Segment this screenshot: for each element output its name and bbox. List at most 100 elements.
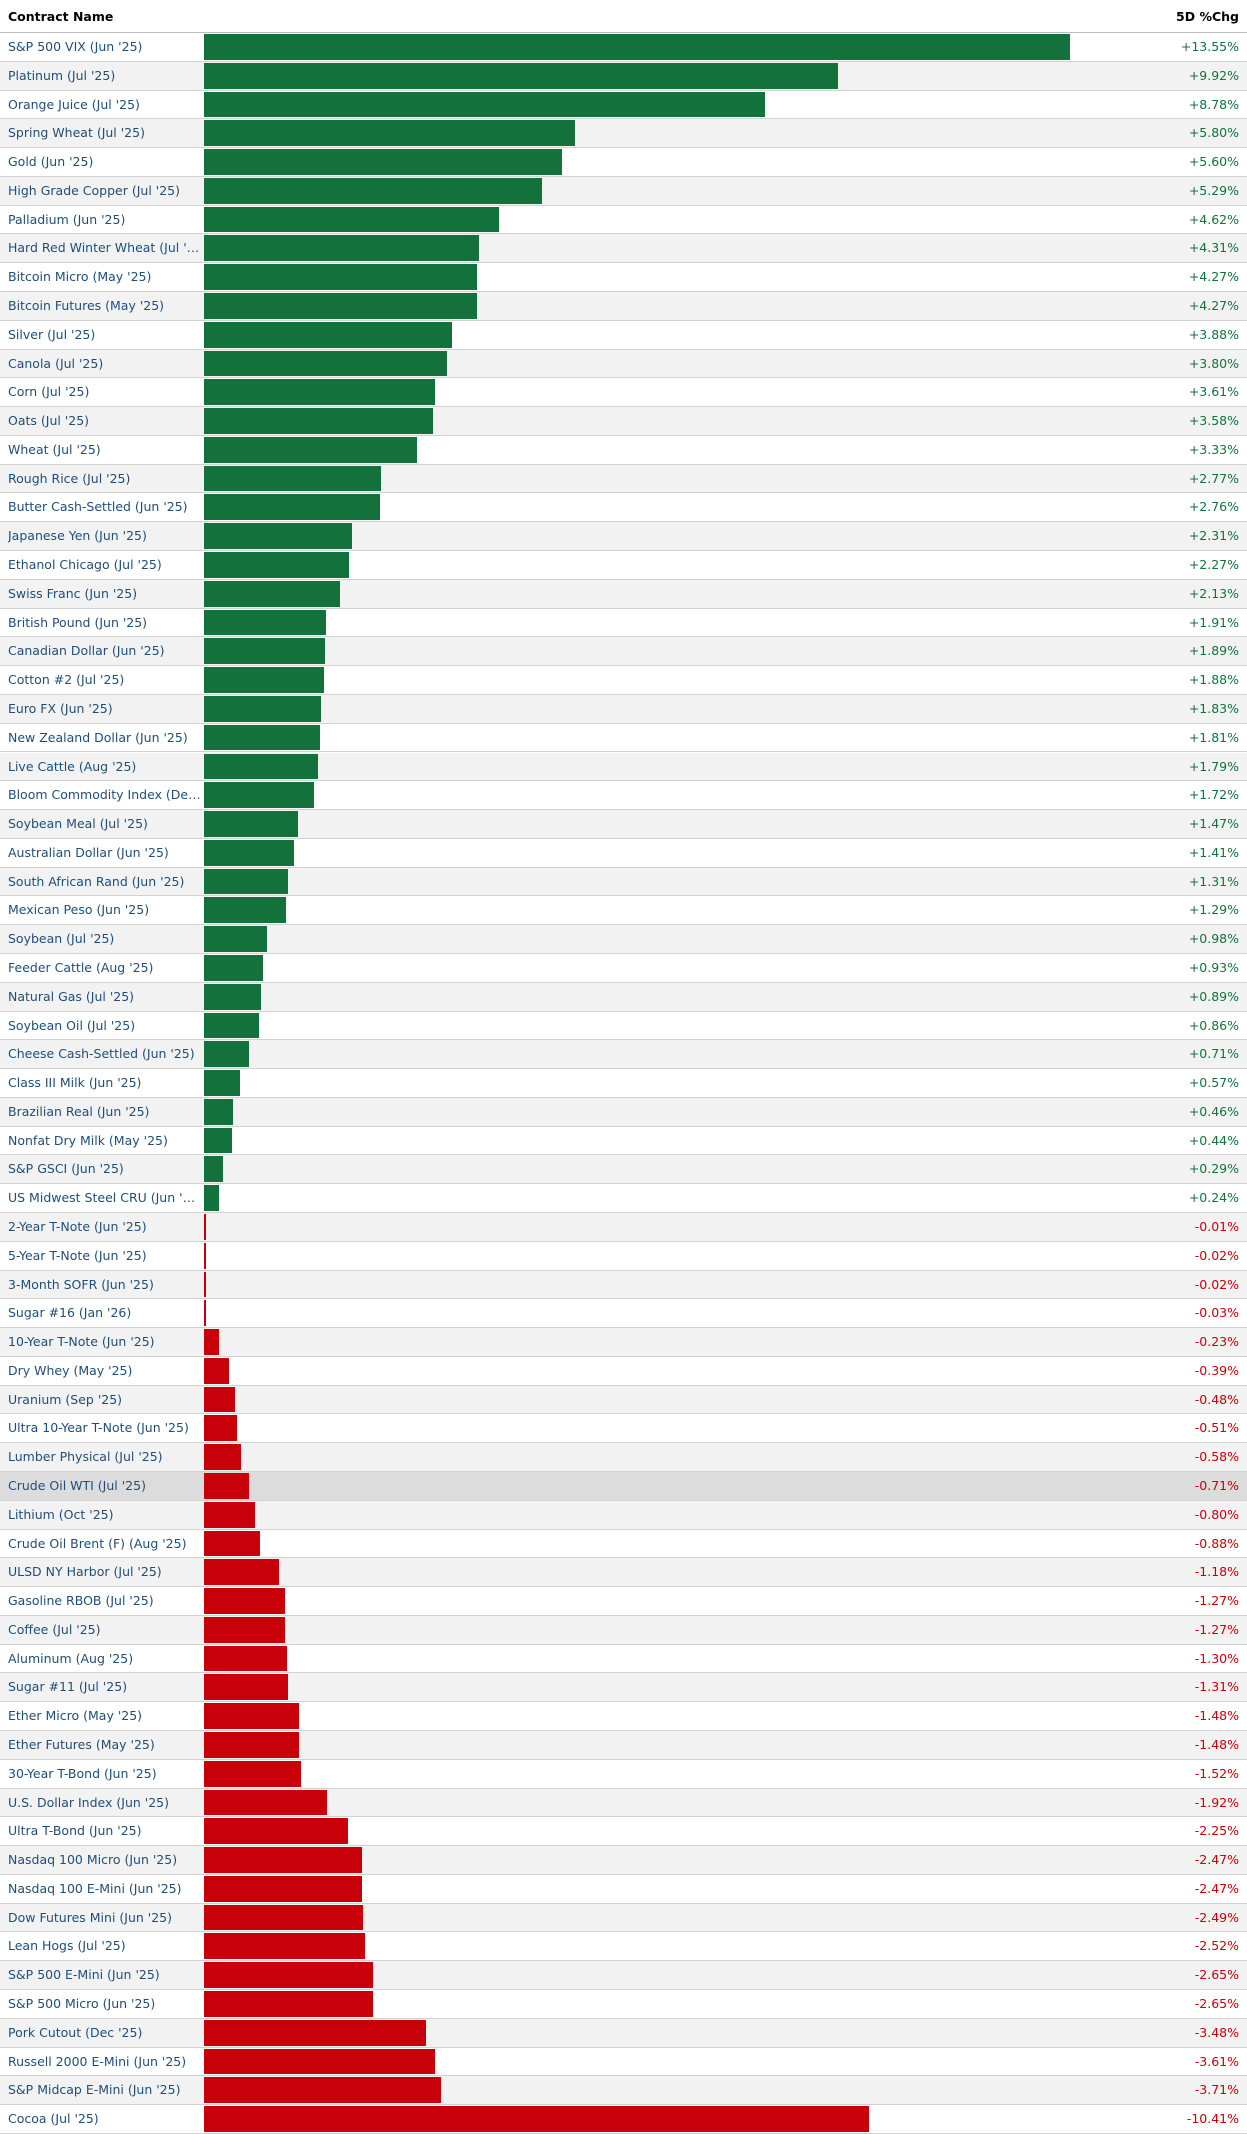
table-row[interactable]: Soybean Oil (Jul '25) +0.86%	[0, 1012, 1247, 1041]
contract-name-link[interactable]: Soybean Oil (Jul '25)	[8, 1017, 136, 1033]
table-row[interactable]: S&P 500 VIX (Jun '25) +13.55%	[0, 33, 1247, 62]
contract-name-link[interactable]: Japanese Yen (Jun '25)	[8, 528, 147, 544]
contract-name-link[interactable]: Lumber Physical (Jul '25)	[8, 1449, 163, 1465]
table-row[interactable]: Brazilian Real (Jun '25) +0.46%	[0, 1097, 1247, 1127]
table-row[interactable]: Cotton #2 (Jul '25) +1.88%	[0, 666, 1247, 695]
table-row[interactable]: Corn (Jul '25) +3.61%	[0, 378, 1247, 408]
table-row[interactable]: 2-Year T-Note (Jun '25) -0.01%	[0, 1212, 1247, 1242]
table-row[interactable]: Soybean (Jul '25) +0.98%	[0, 925, 1247, 954]
table-row[interactable]: Orange Juice (Jul '25) +8.78%	[0, 91, 1247, 120]
table-row[interactable]: Ultra 10-Year T-Note (Jun '25) -0.51%	[0, 1414, 1247, 1444]
contract-name-link[interactable]: Spring Wheat (Jul '25)	[8, 125, 145, 141]
table-row[interactable]: Nasdaq 100 E-Mini (Jun '25) -2.47%	[0, 1875, 1247, 1904]
contract-name-link[interactable]: Canadian Dollar (Jun '25)	[8, 643, 165, 659]
table-row[interactable]: Ether Futures (May '25) -1.48%	[0, 1731, 1247, 1760]
contract-name-link[interactable]: S&P Midcap E-Mini (Jun '25)	[8, 2082, 181, 2098]
contract-name-link[interactable]: Euro FX (Jun '25)	[8, 700, 113, 716]
contract-name-link[interactable]: Dow Futures Mini (Jun '25)	[8, 1909, 172, 1925]
contract-name-link[interactable]: Coffee (Jul '25)	[8, 1621, 101, 1637]
contract-name-link[interactable]: ULSD NY Harbor (Jul '25)	[8, 1564, 162, 1580]
contract-name-link[interactable]: 2-Year T-Note (Jun '25)	[8, 1218, 147, 1234]
contract-name-link[interactable]: Rough Rice (Jul '25)	[8, 470, 131, 486]
table-row[interactable]: Ethanol Chicago (Jul '25) +2.27%	[0, 551, 1247, 580]
contract-name-link[interactable]: Natural Gas (Jul '25)	[8, 988, 135, 1004]
table-row[interactable]: Oats (Jul '25) +3.58%	[0, 407, 1247, 436]
table-row[interactable]: Nonfat Dry Milk (May '25) +0.44%	[0, 1127, 1247, 1156]
table-row[interactable]: Bloom Commodity Index (Dec '... +1.72%	[0, 781, 1247, 811]
contract-name-link[interactable]: 30-Year T-Bond (Jun '25)	[8, 1765, 157, 1781]
contract-name-link[interactable]: Aluminum (Aug '25)	[8, 1650, 134, 1666]
table-row[interactable]: Canadian Dollar (Jun '25) +1.89%	[0, 637, 1247, 667]
contract-name-link[interactable]: Mexican Peso (Jun '25)	[8, 902, 150, 918]
contract-name-link[interactable]: S&P 500 E-Mini (Jun '25)	[8, 1967, 160, 1983]
table-row[interactable]: S&P Midcap E-Mini (Jun '25) -3.71%	[0, 2076, 1247, 2106]
table-row[interactable]: Australian Dollar (Jun '25) +1.41%	[0, 839, 1247, 868]
table-row[interactable]: Sugar #16 (Jan '26) -0.03%	[0, 1299, 1247, 1329]
table-row[interactable]: Hard Red Winter Wheat (Jul '25) +4.31%	[0, 234, 1247, 264]
contract-name-link[interactable]: South African Rand (Jun '25)	[8, 873, 185, 889]
table-row[interactable]: Pork Cutout (Dec '25) -3.48%	[0, 2018, 1247, 2048]
contract-name-link[interactable]: Russell 2000 E-Mini (Jun '25)	[8, 2053, 187, 2069]
contract-name-link[interactable]: Brazilian Real (Jun '25)	[8, 1103, 150, 1119]
table-row[interactable]: 3-Month SOFR (Jun '25) -0.02%	[0, 1270, 1247, 1300]
contract-name-link[interactable]: Ethanol Chicago (Jul '25)	[8, 557, 162, 573]
table-row[interactable]: Platinum (Jul '25) +9.92%	[0, 61, 1247, 91]
table-row[interactable]: 5-Year T-Note (Jun '25) -0.02%	[0, 1242, 1247, 1271]
table-row[interactable]: Mexican Peso (Jun '25) +1.29%	[0, 896, 1247, 926]
contract-name-link[interactable]: S&P 500 VIX (Jun '25)	[8, 39, 143, 54]
contract-name-link[interactable]: Crude Oil WTI (Jul '25)	[8, 1478, 146, 1493]
table-row[interactable]: Feeder Cattle (Aug '25) +0.93%	[0, 954, 1247, 983]
contract-name-link[interactable]: Feeder Cattle (Aug '25)	[8, 959, 154, 975]
contract-name-link[interactable]: Live Cattle (Aug '25)	[8, 758, 137, 774]
table-row[interactable]: S&P 500 E-Mini (Jun '25) -2.65%	[0, 1961, 1247, 1991]
contract-name-link[interactable]: Silver (Jul '25)	[8, 326, 96, 342]
table-row[interactable]: Crude Oil Brent (F) (Aug '25) -0.88%	[0, 1530, 1247, 1559]
contract-name-link[interactable]: Nasdaq 100 Micro (Jun '25)	[8, 1852, 178, 1868]
table-row[interactable]: British Pound (Jun '25) +1.91%	[0, 609, 1247, 638]
contract-name-link[interactable]: Cocoa (Jul '25)	[8, 2111, 99, 2127]
contract-name-link[interactable]: Dry Whey (May '25)	[8, 1362, 133, 1378]
table-row[interactable]: Coffee (Jul '25) -1.27%	[0, 1615, 1247, 1645]
contract-name-link[interactable]: British Pound (Jun '25)	[8, 614, 148, 630]
contract-name-link[interactable]: Soybean Meal (Jul '25)	[8, 816, 148, 832]
table-row[interactable]: S&P 500 Micro (Jun '25) -2.65%	[0, 1990, 1247, 2019]
table-row[interactable]: Spring Wheat (Jul '25) +5.80%	[0, 119, 1247, 149]
table-row[interactable]: New Zealand Dollar (Jun '25) +1.81%	[0, 724, 1247, 753]
contract-name-link[interactable]: Palladium (Jun '25)	[8, 211, 126, 227]
contract-name-link[interactable]: 3-Month SOFR (Jun '25)	[8, 1276, 154, 1292]
table-row[interactable]: Crude Oil WTI (Jul '25) -0.71%	[0, 1472, 1247, 1501]
table-row[interactable]: Euro FX (Jun '25) +1.83%	[0, 694, 1247, 724]
table-row[interactable]: Bitcoin Micro (May '25) +4.27%	[0, 263, 1247, 292]
table-row[interactable]: Butter Cash-Settled (Jun '25) +2.76%	[0, 493, 1247, 523]
contract-name-link[interactable]: Ultra T-Bond (Jun '25)	[8, 1823, 142, 1839]
contract-name-link[interactable]: U.S. Dollar Index (Jun '25)	[8, 1794, 169, 1810]
contract-name-link[interactable]: Uranium (Sep '25)	[8, 1391, 123, 1407]
contract-name-link[interactable]: Platinum (Jul '25)	[8, 67, 116, 83]
table-row[interactable]: 10-Year T-Note (Jun '25) -0.23%	[0, 1328, 1247, 1357]
table-row[interactable]: Lean Hogs (Jul '25) -2.52%	[0, 1932, 1247, 1962]
contract-name-link[interactable]: Cheese Cash-Settled (Jun '25)	[8, 1046, 195, 1062]
table-row[interactable]: Nasdaq 100 Micro (Jun '25) -2.47%	[0, 1846, 1247, 1875]
contract-name-link[interactable]: Lean Hogs (Jul '25)	[8, 1938, 126, 1954]
contract-name-link[interactable]: Nonfat Dry Milk (May '25)	[8, 1132, 168, 1148]
contract-name-link[interactable]: 10-Year T-Note (Jun '25)	[8, 1334, 155, 1350]
contract-name-link[interactable]: Sugar #16 (Jan '26)	[8, 1305, 132, 1321]
table-row[interactable]: Ultra T-Bond (Jun '25) -2.25%	[0, 1817, 1247, 1847]
table-row[interactable]: Gold (Jun '25) +5.60%	[0, 148, 1247, 177]
table-row[interactable]: ULSD NY Harbor (Jul '25) -1.18%	[0, 1558, 1247, 1588]
table-row[interactable]: Cheese Cash-Settled (Jun '25) +0.71%	[0, 1040, 1247, 1070]
contract-name-link[interactable]: High Grade Copper (Jul '25)	[8, 182, 180, 198]
contract-name-link[interactable]: Nasdaq 100 E-Mini (Jun '25)	[8, 1880, 182, 1896]
contract-name-header[interactable]: Contract Name	[8, 9, 114, 24]
table-row[interactable]: High Grade Copper (Jul '25) +5.29%	[0, 176, 1247, 206]
contract-name-link[interactable]: Swiss Franc (Jun '25)	[8, 585, 138, 601]
contract-name-link[interactable]: Pork Cutout (Dec '25)	[8, 2024, 143, 2040]
table-row[interactable]: Bitcoin Futures (May '25) +4.27%	[0, 292, 1247, 321]
contract-name-link[interactable]: Corn (Jul '25)	[8, 384, 90, 400]
contract-name-link[interactable]: S&P GSCI (Jun '25)	[8, 1161, 124, 1177]
contract-name-link[interactable]: Orange Juice (Jul '25)	[8, 96, 140, 112]
table-row[interactable]: US Midwest Steel CRU (Jun '25) +0.24%	[0, 1184, 1247, 1213]
contract-name-link[interactable]: Lithium (Oct '25)	[8, 1506, 114, 1522]
contract-name-link[interactable]: S&P 500 Micro (Jun '25)	[8, 1996, 156, 2012]
table-row[interactable]: Ether Micro (May '25) -1.48%	[0, 1702, 1247, 1731]
